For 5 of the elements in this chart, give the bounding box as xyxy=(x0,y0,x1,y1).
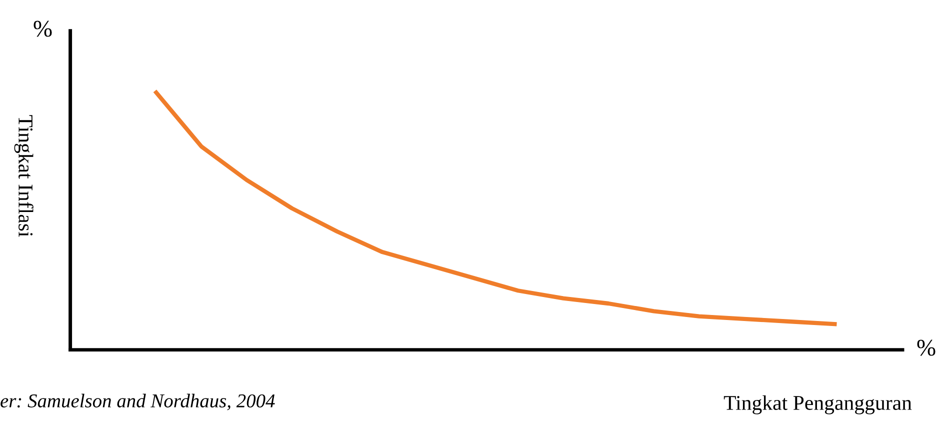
y-axis-title: Tingkat Inflasi xyxy=(14,115,34,237)
text: % xyxy=(917,340,936,356)
text: % xyxy=(34,20,52,37)
text: er: Samuelson and Nordhaus, 2004 xyxy=(0,394,275,410)
x-axis-title: Tingkat Pengangguran xyxy=(724,395,912,414)
